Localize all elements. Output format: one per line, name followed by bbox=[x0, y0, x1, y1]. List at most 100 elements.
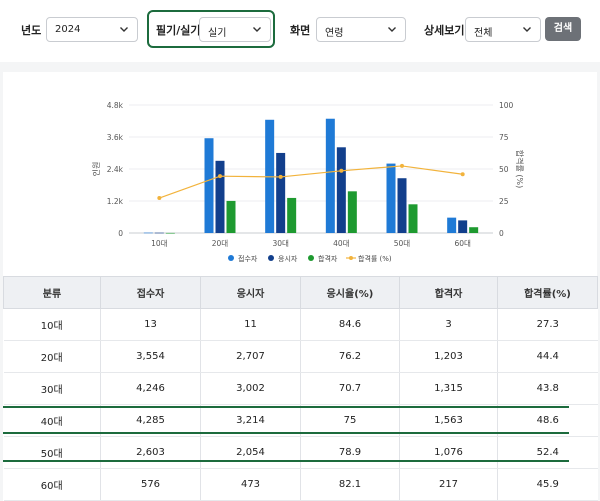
table-cell: 43.8 bbox=[497, 372, 598, 405]
legend-marker bbox=[268, 255, 274, 261]
bar bbox=[325, 118, 335, 233]
legend-marker bbox=[308, 255, 314, 261]
view-label: 화면 bbox=[290, 24, 311, 37]
table-cell: 3 bbox=[399, 308, 498, 341]
table-cell: 2,707 bbox=[200, 340, 301, 373]
table-cell: 3,002 bbox=[200, 372, 301, 405]
table-cell: 576 bbox=[100, 468, 201, 501]
table-cell: 473 bbox=[200, 468, 301, 501]
bar bbox=[165, 232, 175, 234]
detail-select[interactable]: 전체 bbox=[465, 17, 541, 42]
year-select[interactable]: 2024 bbox=[46, 17, 138, 42]
table-cell: 10대 bbox=[3, 308, 101, 341]
table-cell: 1,076 bbox=[399, 436, 498, 469]
table-cell: 75 bbox=[300, 404, 400, 437]
table-cell: 13 bbox=[100, 308, 201, 341]
table-cell: 11 bbox=[200, 308, 301, 341]
pass-rate-point bbox=[278, 174, 283, 179]
legend-label: 접수자 bbox=[238, 254, 258, 263]
table-cell: 48.6 bbox=[497, 404, 598, 437]
table-cell: 1,563 bbox=[399, 404, 498, 437]
legend-label: 합격률 (%) bbox=[358, 254, 392, 263]
view-select-value: 연령 bbox=[325, 28, 344, 39]
bar bbox=[154, 232, 164, 234]
highlight-underline bbox=[3, 406, 569, 408]
exam-type-label: 필기/실기 bbox=[156, 24, 201, 37]
table-cell: 52.4 bbox=[497, 436, 598, 469]
table-cell: 40대 bbox=[3, 404, 101, 437]
highlight-underline bbox=[3, 460, 569, 462]
chevron-down-icon bbox=[388, 27, 396, 32]
table-cell: 4,246 bbox=[100, 372, 201, 405]
table-cell: 1,315 bbox=[399, 372, 498, 405]
y-tick-label: 3.6k bbox=[107, 133, 124, 142]
pass-rate-point bbox=[218, 174, 222, 179]
legend-label: 응시자 bbox=[278, 254, 298, 263]
data-table: 분류 접수자 응시자 응시율(%) 합격자 합격률(%) 10대 13 11 8… bbox=[3, 276, 598, 501]
table-cell: 4,285 bbox=[100, 404, 201, 437]
bar bbox=[226, 200, 236, 233]
y-tick-label: 4.8k bbox=[107, 101, 124, 110]
bar bbox=[447, 217, 457, 233]
table-cell: 45.9 bbox=[497, 468, 598, 501]
table-row: 50대 2,603 2,054 78.9 1,076 52.4 bbox=[3, 436, 598, 469]
bar bbox=[397, 178, 407, 233]
table-cell: 84.6 bbox=[300, 308, 400, 341]
y-tick-label: 2.4k bbox=[107, 165, 124, 174]
legend-label: 합격자 bbox=[318, 254, 338, 263]
x-tick-label: 60대 bbox=[454, 239, 471, 248]
bar bbox=[386, 163, 396, 233]
table-cell: 76.2 bbox=[300, 340, 400, 373]
table-cell: 1,203 bbox=[399, 340, 498, 373]
table-cell: 2,603 bbox=[100, 436, 201, 469]
table-row: 20대 3,554 2,707 76.2 1,203 44.4 bbox=[3, 340, 598, 373]
table-header-row: 분류 접수자 응시자 응시율(%) 합격자 합격률(%) bbox=[3, 276, 598, 309]
bar bbox=[469, 227, 479, 233]
column-header-pass-rate: 합격률(%) bbox=[497, 276, 598, 309]
x-tick-label: 40대 bbox=[333, 239, 350, 248]
y2-tick-label: 75 bbox=[499, 133, 509, 142]
table-cell: 78.9 bbox=[300, 436, 400, 469]
bar bbox=[276, 152, 286, 233]
table-cell: 50대 bbox=[3, 436, 101, 469]
highlight-underline bbox=[3, 432, 569, 434]
bar bbox=[287, 197, 297, 233]
y-tick-label: 0 bbox=[118, 229, 123, 238]
x-tick-label: 10대 bbox=[151, 239, 168, 248]
chevron-down-icon bbox=[523, 27, 531, 32]
filter-bar: 년도 2024 필기/실기 실기 화면 연령 상세보기 전체 검색 bbox=[0, 0, 600, 62]
legend-marker bbox=[228, 255, 234, 261]
bar bbox=[143, 232, 153, 234]
y2-tick-label: 0 bbox=[499, 229, 504, 238]
legend-marker bbox=[349, 256, 353, 260]
table-row: 30대 4,246 3,002 70.7 1,315 43.8 bbox=[3, 372, 598, 405]
bar bbox=[408, 204, 418, 233]
table-cell: 44.4 bbox=[497, 340, 598, 373]
search-button[interactable]: 검색 bbox=[545, 17, 581, 41]
column-header-attendance-rate: 응시율(%) bbox=[300, 276, 400, 309]
column-header-applicants: 접수자 bbox=[100, 276, 201, 309]
exam-type-select[interactable]: 실기 bbox=[199, 17, 271, 42]
chevron-down-icon bbox=[120, 27, 128, 32]
table-row: 60대 576 473 82.1 217 45.9 bbox=[3, 468, 598, 501]
table-cell: 70.7 bbox=[300, 372, 400, 405]
column-header-passers: 합격자 bbox=[399, 276, 498, 309]
x-tick-label: 20대 bbox=[212, 239, 229, 248]
y2-tick-label: 25 bbox=[499, 197, 509, 206]
bar bbox=[347, 191, 357, 233]
table-cell: 217 bbox=[399, 468, 498, 501]
detail-select-value: 전체 bbox=[474, 28, 493, 39]
view-select[interactable]: 연령 bbox=[316, 17, 406, 42]
table-cell: 27.3 bbox=[497, 308, 598, 341]
bar bbox=[215, 160, 225, 233]
y-tick-label: 1.2k bbox=[107, 197, 124, 206]
bar bbox=[458, 220, 468, 233]
table-cell: 82.1 bbox=[300, 468, 400, 501]
x-tick-label: 50대 bbox=[394, 239, 411, 248]
table-cell: 3,554 bbox=[100, 340, 201, 373]
y2-tick-label: 100 bbox=[499, 101, 514, 110]
bar bbox=[204, 138, 214, 233]
pass-rate-point bbox=[400, 163, 404, 168]
y-axis-title: 인원 bbox=[91, 162, 101, 177]
